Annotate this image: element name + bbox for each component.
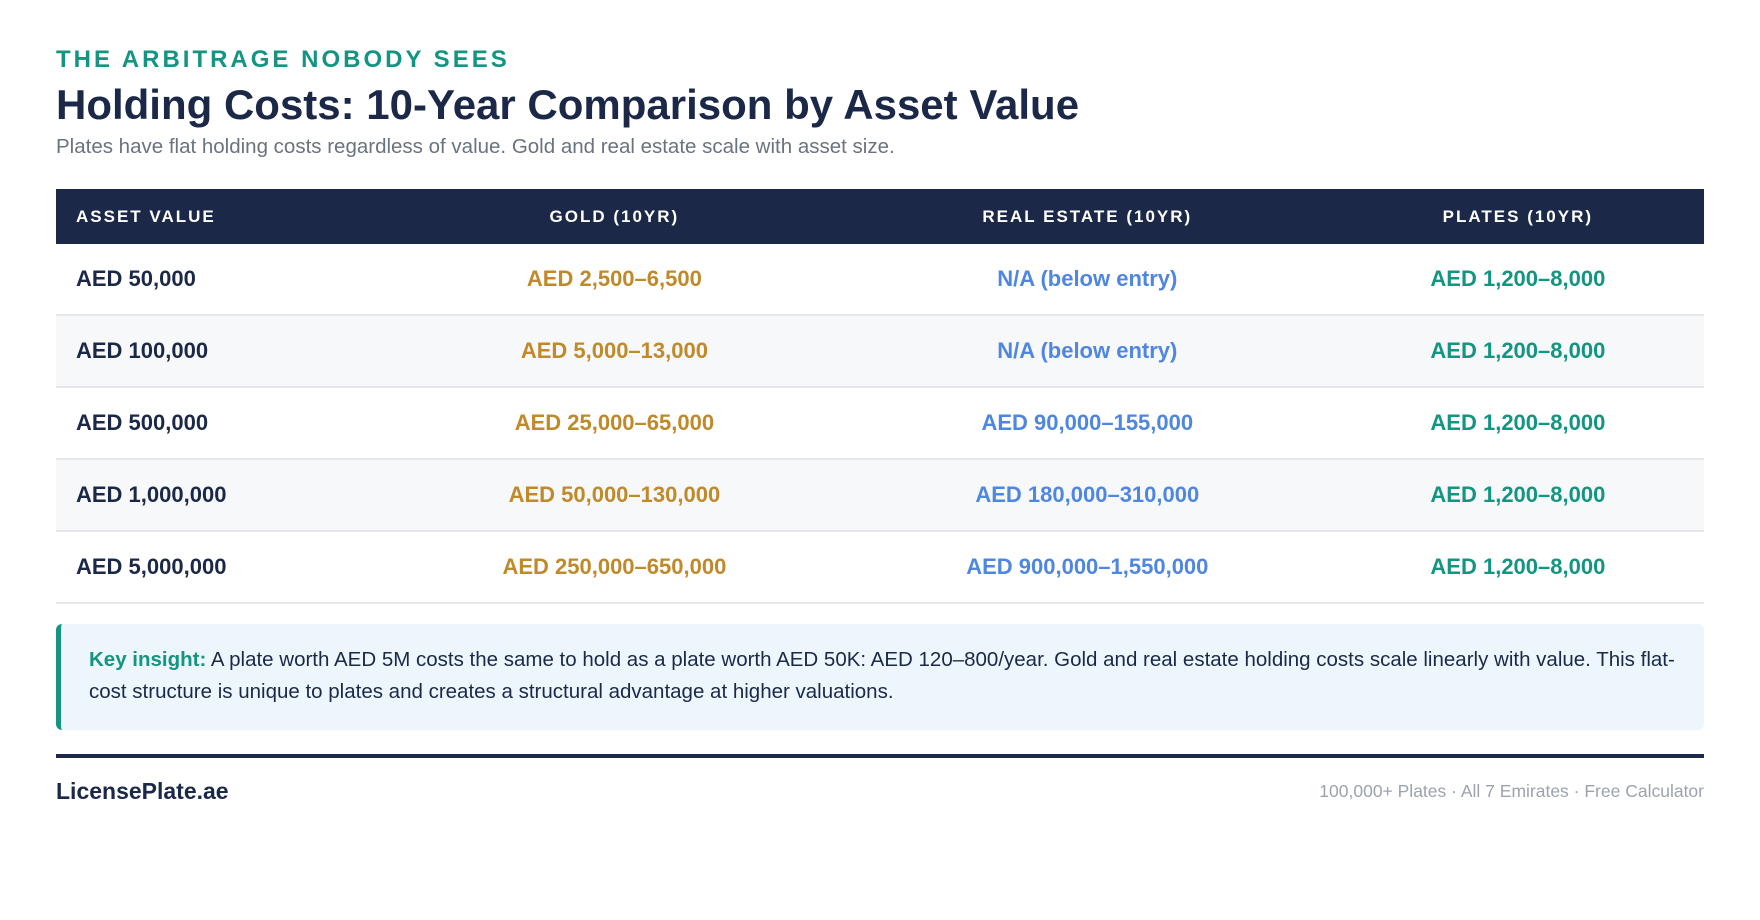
- table-row: AED 1,000,000 AED 50,000–130,000 AED 180,0…: [56, 459, 1704, 532]
- real-estate-cost-cell: N/A (below entry): [842, 244, 1332, 316]
- gold-cost-cell: AED 2,500–6,500: [385, 244, 843, 316]
- brand-name: LicensePlate.ae: [56, 778, 229, 804]
- plates-cost-cell: AED 1,200–8,000: [1331, 531, 1704, 604]
- gold-cost-cell: AED 50,000–130,000: [385, 459, 843, 532]
- table-row: AED 50,000 AED 2,500–6,500 N/A (below entr…: [56, 244, 1704, 316]
- footer-meta: 100,000+ Plates · All 7 Emirates · Free …: [1319, 781, 1704, 801]
- gold-cost-cell: AED 25,000–65,000: [385, 387, 843, 460]
- column-header-gold: GOLD (10YR): [385, 189, 843, 244]
- eyebrow: THE ARBITRAGE NOBODY SEES: [56, 46, 510, 73]
- table-row: AED 100,000 AED 5,000–13,000 N/A (below en…: [56, 315, 1704, 388]
- subtitle: Plates have flat holding costs regardles…: [56, 135, 895, 158]
- insight-text: A plate worth AED 5M costs the same to h…: [89, 648, 1675, 703]
- real-estate-cost-cell: AED 900,000–1,550,000: [842, 531, 1332, 604]
- table-row: AED 5,000,000 AED 250,000–650,000 AED 900,…: [56, 531, 1704, 604]
- footer: LicensePlate.ae 100,000+ Plates · All 7 …: [56, 778, 1704, 805]
- real-estate-cost-cell: AED 90,000–155,000: [842, 387, 1332, 460]
- gold-cost-cell: AED 250,000–650,000: [385, 531, 843, 604]
- real-estate-cost-cell: AED 180,000–310,000: [842, 459, 1332, 532]
- table-row: AED 500,000 AED 25,000–65,000 AED 90,000–1…: [56, 387, 1704, 460]
- page-title: Holding Costs: 10-Year Comparison by Ass…: [56, 81, 1080, 128]
- asset-value-cell: AED 50,000: [56, 244, 386, 316]
- column-header-plates: PLATES (10YR): [1331, 189, 1704, 244]
- key-insight-callout: Key insight: A plate worth AED 5M costs …: [56, 624, 1704, 730]
- insight-label: Key insight:: [89, 648, 207, 671]
- asset-value-cell: AED 500,000: [56, 387, 386, 460]
- plates-cost-cell: AED 1,200–8,000: [1331, 387, 1704, 460]
- footer-divider: [56, 754, 1704, 758]
- asset-value-cell: AED 100,000: [56, 315, 386, 388]
- asset-value-cell: AED 5,000,000: [56, 531, 386, 604]
- column-header-real-estate: REAL ESTATE (10YR): [842, 189, 1332, 244]
- holding-costs-table: ASSET VALUE GOLD (10YR) REAL ESTATE (10Y…: [56, 189, 1704, 604]
- column-header-asset-value: ASSET VALUE: [56, 189, 386, 244]
- table-header-row: ASSET VALUE GOLD (10YR) REAL ESTATE (10Y…: [56, 189, 1704, 244]
- gold-cost-cell: AED 5,000–13,000: [385, 315, 843, 388]
- plates-cost-cell: AED 1,200–8,000: [1331, 315, 1704, 388]
- asset-value-cell: AED 1,000,000: [56, 459, 386, 532]
- plates-cost-cell: AED 1,200–8,000: [1331, 244, 1704, 316]
- real-estate-cost-cell: N/A (below entry): [842, 315, 1332, 388]
- page: THE ARBITRAGE NOBODY SEES Holding Costs:…: [56, 46, 1704, 805]
- plates-cost-cell: AED 1,200–8,000: [1331, 459, 1704, 532]
